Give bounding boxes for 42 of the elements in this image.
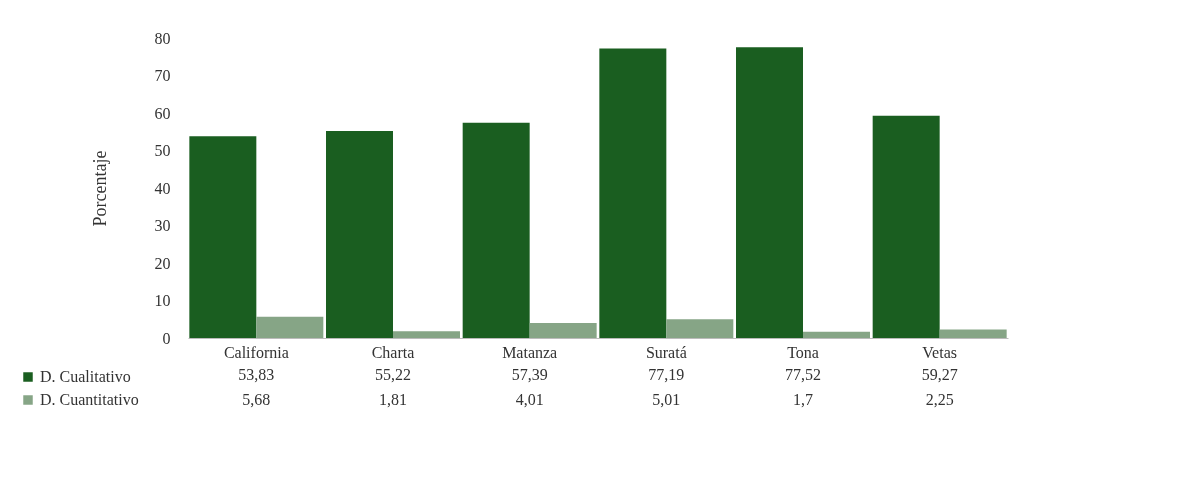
- x-tick-label: Tona: [787, 343, 819, 361]
- bar: [462, 122, 530, 338]
- y-tick-label: 10: [154, 292, 171, 309]
- data-label: 4,01: [515, 390, 544, 408]
- bar: [529, 322, 597, 338]
- x-tick-label: Suratá: [645, 343, 687, 361]
- data-label: 5,68: [242, 390, 271, 408]
- bar: [939, 329, 1007, 338]
- bar: [803, 331, 870, 338]
- bar: [666, 319, 734, 338]
- x-tick-label: Charta: [371, 343, 415, 361]
- bar: [326, 130, 393, 338]
- data-label: 77,52: [785, 365, 821, 383]
- data-label: 1,7: [793, 390, 813, 408]
- data-label: 5,01: [652, 390, 681, 408]
- y-tick-label: 50: [154, 142, 171, 159]
- data-label: 53,83: [238, 365, 275, 383]
- legend-label: D. Cuantitativo: [40, 391, 139, 408]
- data-label: 2,25: [925, 390, 954, 408]
- y-tick-label: 30: [154, 217, 171, 234]
- x-tick-label: Matanza: [502, 343, 558, 361]
- bar: [256, 316, 324, 338]
- legend-label: D. Cualitativo: [40, 368, 131, 385]
- y-tick-label: 0: [162, 329, 171, 347]
- y-tick-label: 80: [154, 29, 171, 47]
- bar: [189, 136, 257, 338]
- y-tick-label: 60: [154, 104, 171, 122]
- data-label: 57,39: [511, 365, 548, 383]
- y-tick-label: 70: [154, 67, 171, 84]
- bar: [393, 331, 460, 338]
- bar: [736, 47, 803, 338]
- bar: [872, 115, 940, 338]
- y-axis-title: Porcentaje: [89, 150, 110, 227]
- bar: [599, 48, 667, 338]
- data-label: 77,19: [648, 365, 685, 383]
- x-tick-label: Vetas: [922, 343, 957, 361]
- y-tick-label: 40: [154, 179, 171, 197]
- data-label: 1,81: [379, 390, 407, 408]
- y-tick-label: 20: [154, 254, 171, 272]
- x-tick-label: California: [223, 343, 289, 361]
- data-label: 55,22: [375, 365, 411, 383]
- data-label: 59,27: [921, 365, 958, 383]
